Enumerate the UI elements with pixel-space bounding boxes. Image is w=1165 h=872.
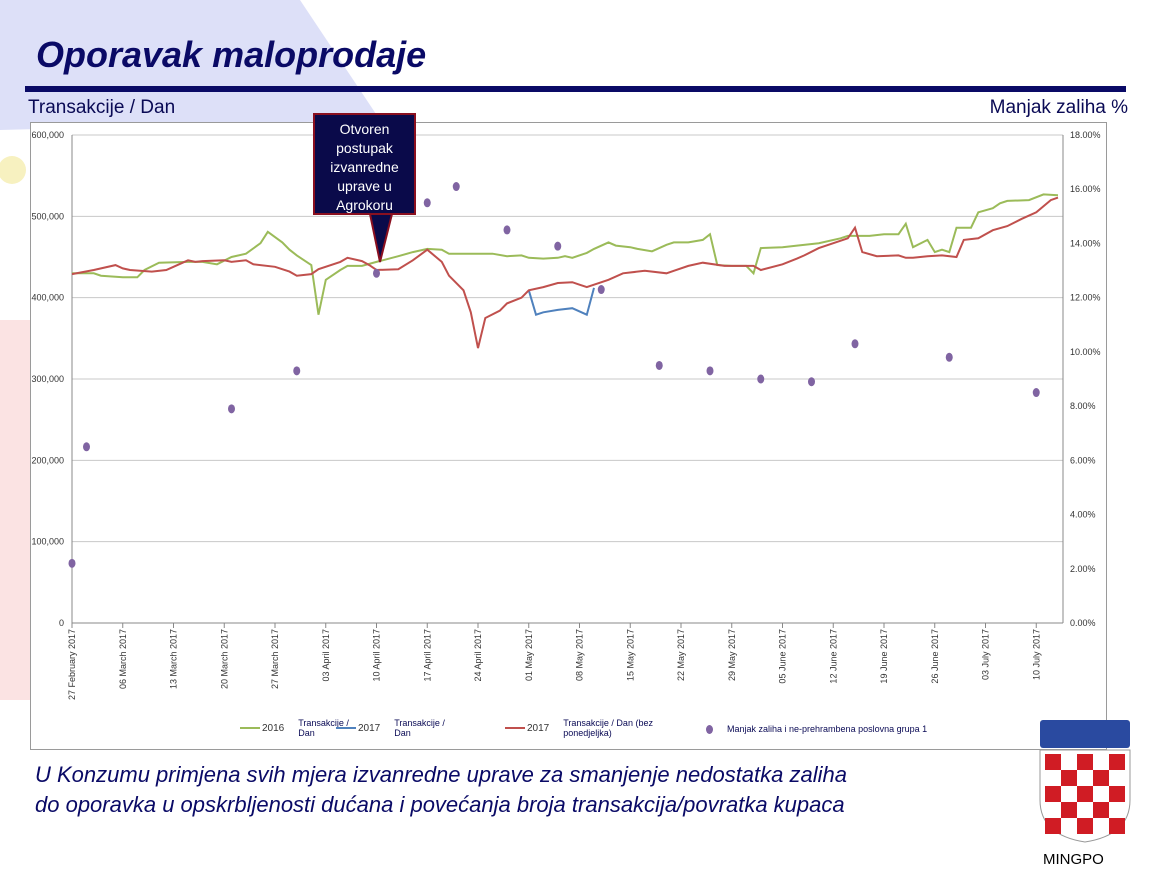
legend-swatch [336,727,356,729]
x-tick-label: 27 February 2017 [67,629,77,700]
y-tick-label: 500,000 [31,211,64,221]
legend-year: 2016 [262,722,285,734]
data-point [706,366,714,376]
x-tick-label: 05 June 2017 [778,629,788,684]
y2-tick-label: 14.00% [1070,238,1101,248]
right-axis-title: Manjak zaliha % [989,97,1128,118]
flag-decoration [0,320,30,700]
data-point [597,285,605,295]
x-tick-label: 03 July 2017 [981,629,991,680]
y-tick-label: 100,000 [31,537,64,547]
left-axis-title: Transakcije / Dan [28,97,176,118]
data-point [83,442,90,452]
data-point [1032,388,1040,398]
y-tick-label: 200,000 [31,455,64,465]
legend-item-2016: 2016 Transakcije / Dan [240,718,360,738]
y2-tick-label: 2.00% [1070,564,1096,574]
legend-item-manjak: Manjak zaliha i ne-prehrambena poslovna … [706,724,927,734]
x-tick-label: 01 May 2017 [524,629,534,681]
data-point [757,374,765,384]
x-tick-label: 13 March 2017 [169,629,179,689]
x-tick-label: 26 June 2017 [930,629,940,684]
x-tick-label: 20 March 2017 [219,629,229,689]
x-tick-label: 10 April 2017 [372,629,382,682]
logo-text: MINGPO [1043,851,1104,868]
legend-label: Manjak zaliha i ne-prehrambena poslovna … [727,724,928,734]
x-tick-label: 12 June 2017 [828,629,838,684]
eu-flag-decoration [0,0,380,130]
data-point [228,404,235,414]
data-point [503,225,511,235]
title-rule [25,86,1126,92]
chart-area [30,122,1107,750]
y2-tick-label: 10.00% [1070,347,1101,357]
x-tick-label: 15 May 2017 [625,629,635,681]
y2-tick-label: 18.00% [1070,130,1101,140]
x-tick-label: 29 May 2017 [727,629,737,681]
y2-tick-label: 12.00% [1070,293,1101,303]
y2-tick-label: 4.00% [1070,510,1096,520]
x-tick-label: 10 July 2017 [1031,629,1041,680]
x-tick-label: 17 April 2017 [422,629,432,682]
legend-year: 2017 [358,722,381,734]
x-tick-label: 24 April 2017 [473,629,483,682]
data-point [808,377,815,387]
legend-label: Transakcije / Dan [394,718,445,738]
data-point [423,198,431,208]
data-point [452,182,460,192]
series-line-2 [71,196,1059,349]
data-point [655,360,663,370]
slide-caption: U Konzumu primjena svih mjera izvanredne… [35,760,847,820]
x-tick-label: 08 May 2017 [575,629,585,681]
x-tick-label: 27 March 2017 [270,629,280,689]
x-tick-label: 03 April 2017 [321,629,331,682]
series-line-1 [527,287,595,317]
legend-year: 2017 [527,722,550,734]
legend-item-2017: 2017 Transakcije / Dan [336,718,456,738]
y-tick-label: 400,000 [31,293,64,303]
x-tick-label: 06 March 2017 [118,629,128,689]
legend-dot [706,724,713,734]
data-point [851,339,859,349]
y2-tick-label: 0.00% [1070,618,1096,628]
data-point [373,268,380,278]
caption-line-2: do oporavka u opskrbljenosti dućana i po… [35,792,845,817]
y-tick-label: 300,000 [31,374,64,384]
x-tick-label: 19 June 2017 [879,629,889,684]
legend-label: Transakcije / Dan [298,718,349,738]
legend-item-2017-bez: 2017 Transakcije / Dan (bez ponedjeljka) [505,718,673,738]
y-tick-label: 0 [59,618,64,628]
slide-title: Oporavak maloprodaje [36,34,427,75]
y2-tick-label: 8.00% [1070,401,1096,411]
legend-swatch [505,727,525,729]
y-tick-label: 600,000 [31,130,64,140]
legend-swatch [240,727,260,729]
data-point [68,558,76,568]
series-line-0 [72,193,1059,315]
y2-tick-label: 16.00% [1070,184,1101,194]
event-callout: Otvoren postupak izvanredne uprave u Agr… [313,113,416,215]
y2-tick-label: 6.00% [1070,455,1096,465]
x-tick-label: 22 May 2017 [676,629,686,681]
legend-label: Transakcije / Dan (bez ponedjeljka) [563,718,653,738]
caption-line-1: U Konzumu primjena svih mjera izvanredne… [35,762,847,787]
data-point [554,241,562,251]
data-point [945,352,953,362]
star-decoration [0,156,26,184]
data-point [293,366,301,376]
